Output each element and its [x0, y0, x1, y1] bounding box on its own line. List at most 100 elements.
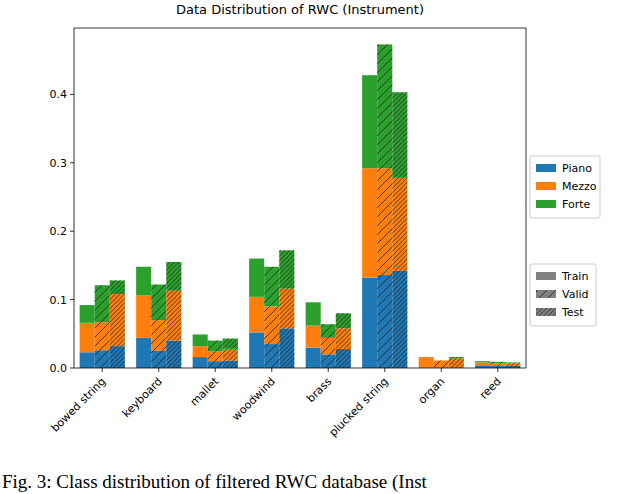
- legend-swatch: [536, 182, 556, 190]
- hatch-overlay: [490, 362, 505, 363]
- x-tick: [328, 368, 329, 372]
- bar-segment: [80, 305, 95, 323]
- y-tick-label: 0.3: [50, 157, 68, 170]
- bar-segment: [166, 291, 181, 341]
- bar-segment: [321, 324, 336, 338]
- y-tick-label: 0.1: [50, 294, 68, 307]
- hatch-overlay: [321, 324, 336, 338]
- bar-segment: [377, 44, 392, 168]
- hatch-overlay: [449, 357, 464, 358]
- hatch-overlay: [392, 178, 407, 271]
- y-tick-label: 0.4: [50, 88, 68, 101]
- legend-hatch: [536, 290, 556, 298]
- hatch-overlay: [264, 267, 279, 307]
- bar-segment: [279, 328, 294, 368]
- bar-segment: [95, 322, 110, 350]
- x-tick-label: keyboard: [120, 375, 165, 420]
- hatch-overlay: [166, 262, 181, 291]
- bar-segment: [264, 267, 279, 307]
- bar-segment: [306, 326, 321, 348]
- hatch-overlay: [392, 271, 407, 368]
- bar-segment: [80, 352, 95, 368]
- bar-segment: [223, 339, 238, 349]
- bar-segment: [249, 297, 264, 333]
- hatch-overlay: [392, 92, 407, 178]
- bar-segment: [223, 360, 238, 368]
- bar-segment: [166, 262, 181, 291]
- hatch-overlay: [279, 250, 294, 288]
- bar-segment: [336, 313, 351, 328]
- bar-segment: [95, 350, 110, 368]
- legend-box: [530, 156, 600, 218]
- hatch-overlay: [490, 363, 505, 366]
- hatch-overlay: [223, 360, 238, 368]
- hatch-overlay: [151, 320, 166, 351]
- bar-segment: [449, 357, 464, 358]
- hatch-overlay: [151, 285, 166, 321]
- hatch-overlay: [110, 280, 125, 294]
- bar-segment: [377, 275, 392, 368]
- y-tick-label: 0.0: [50, 362, 68, 375]
- legend-label: Piano: [562, 162, 592, 175]
- hatch-overlay: [208, 361, 223, 368]
- bar-segment: [249, 332, 264, 368]
- bar-segment: [193, 357, 208, 368]
- hatch-overlay: [336, 328, 351, 349]
- bar-segment: [264, 344, 279, 368]
- hatch-overlay: [223, 349, 238, 361]
- bar-segment: [362, 278, 377, 368]
- bar-segment: [490, 363, 505, 366]
- y-axis: [74, 28, 75, 368]
- hatch-overlay: [166, 291, 181, 341]
- x-tick-label: mallet: [188, 374, 222, 408]
- y-tick: [70, 299, 74, 300]
- bar-segment: [475, 365, 490, 368]
- hatch-overlay: [449, 358, 464, 368]
- hatch-overlay: [321, 354, 336, 368]
- bar-segment: [306, 347, 321, 368]
- bar-segment: [434, 360, 449, 368]
- x-tick: [441, 368, 442, 372]
- bar-segment: [279, 289, 294, 329]
- x-axis: [74, 368, 526, 369]
- legend-swatch: [536, 272, 556, 280]
- hatch-overlay: [208, 352, 223, 362]
- bar-segment: [419, 357, 434, 368]
- x-tick: [102, 368, 103, 372]
- legend-label: Train: [561, 270, 588, 283]
- legend-label: Mezzo: [562, 180, 597, 193]
- legend-swatch: [536, 290, 556, 298]
- legend-label: Valid: [562, 288, 589, 301]
- hatch-overlay: [95, 322, 110, 350]
- bar-segment: [110, 280, 125, 294]
- bar-segment: [193, 334, 208, 346]
- y-tick: [70, 231, 74, 232]
- bar-segment: [392, 271, 407, 368]
- hatch-overlay: [505, 363, 520, 366]
- hatch-overlay: [208, 341, 223, 352]
- hatch-overlay: [279, 328, 294, 368]
- frame-right: [526, 28, 527, 368]
- hatch-overlay: [321, 338, 336, 354]
- hatch-overlay: [95, 285, 110, 322]
- bar-segment: [475, 361, 490, 362]
- x-tick: [158, 368, 159, 372]
- bar-segment: [392, 178, 407, 271]
- x-tick-label: reed: [477, 375, 504, 402]
- chart: Data Distribution of RWC (Instrument) 0.0…: [0, 0, 640, 494]
- y-tick-label: 0.2: [50, 225, 68, 238]
- hatch-overlay: [279, 289, 294, 329]
- bar-segment: [166, 341, 181, 368]
- hatch-overlay: [223, 339, 238, 349]
- legend-swatch: [536, 308, 556, 316]
- y-tick: [70, 368, 74, 369]
- bar-segment: [279, 250, 294, 288]
- x-tick-label: brass: [304, 375, 334, 405]
- hatch-overlay: [434, 360, 449, 361]
- hatch-overlay: [377, 44, 392, 168]
- bar-segment: [306, 302, 321, 325]
- bar-segment: [151, 320, 166, 351]
- bar-segment: [434, 360, 449, 361]
- bar-segment: [392, 92, 407, 178]
- title: Data Distribution of RWC (Instrument): [176, 2, 424, 17]
